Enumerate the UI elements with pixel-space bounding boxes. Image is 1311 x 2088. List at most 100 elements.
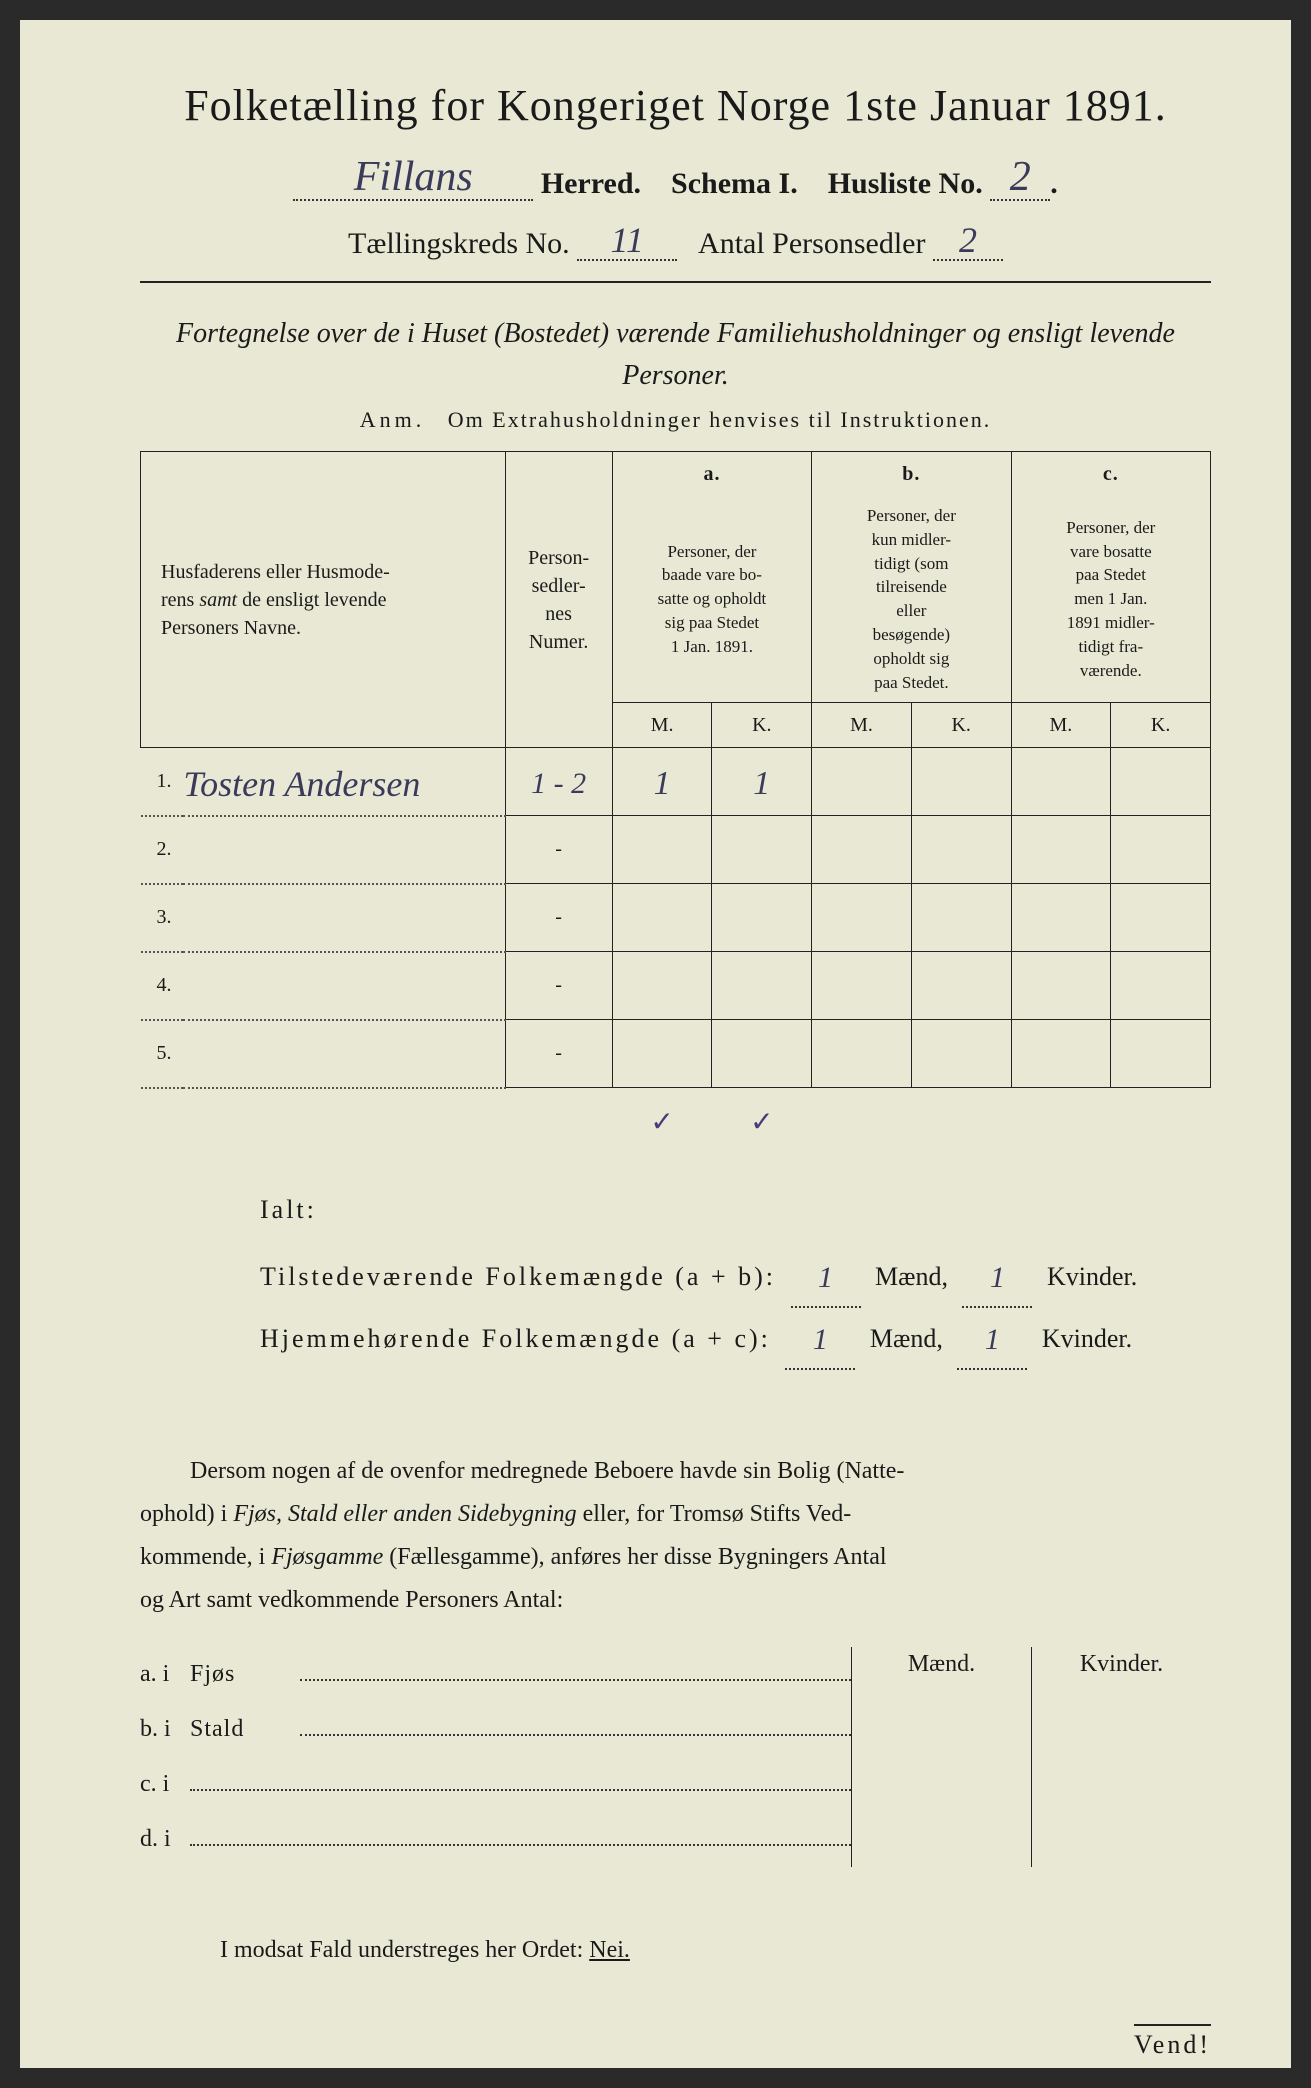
page-title: Folketælling for Kongeriget Norge 1ste J… (140, 80, 1211, 131)
husliste-label: Husliste No. (828, 167, 983, 200)
table-row: 4. - (141, 952, 1211, 1020)
col-a-k: K. (712, 703, 812, 748)
check-a-k: ✓ (712, 1088, 812, 1156)
summary-label-2: Hjemmehørende Folkemængde (a + c): (260, 1324, 771, 1353)
summary-2-k: 1 (985, 1323, 1000, 1356)
buildings-left: a. i Fjøs b. i Stald c. i d. i (140, 1647, 851, 1868)
col-header-c-text: Personer, dervare bosattepaa Stedetmen 1… (1011, 496, 1210, 703)
annotation-line: Anm. Om Extrahusholdninger henvises til … (140, 407, 1211, 433)
building-row: a. i Fjøs (140, 1647, 851, 1702)
cell-b-k (911, 1020, 1011, 1088)
header-line-2: Tællingskreds No. 11 Antal Personsedler … (140, 217, 1211, 261)
table-body: 1. Tosten Andersen 1 - 2 1 1 2. - 3. (141, 748, 1211, 1156)
cell-c-m (1011, 748, 1111, 816)
cell-num: - (505, 884, 612, 952)
cell-num: - (505, 952, 612, 1020)
cell-c-m (1011, 952, 1111, 1020)
col-header-a-key: a. (612, 452, 811, 497)
cell-a-m (612, 884, 712, 952)
cell-b-k (911, 748, 1011, 816)
building-row: c. i (140, 1757, 851, 1812)
col-header-a-text: Personer, derbaade vare bo-satte og opho… (612, 496, 811, 703)
building-dots (300, 1677, 851, 1681)
cell-c-k (1111, 1020, 1211, 1088)
maend-label-2: Mænd, (870, 1324, 943, 1353)
cell-a-m: 1 (612, 748, 712, 816)
row-number: 4. (141, 952, 184, 1020)
anm-prefix: Anm. (360, 407, 426, 432)
row-name (183, 1020, 505, 1088)
schema-label: Schema I. (671, 167, 798, 200)
col-b-k: K. (911, 703, 1011, 748)
buildings-right: Mænd. Kvinder. (851, 1647, 1211, 1868)
building-key: a. i (140, 1647, 190, 1702)
summary-line-2: Hjemmehørende Folkemængde (a + c): 1 Mæn… (260, 1308, 1211, 1370)
header-line-1: Fillans Herred. Schema I. Husliste No. 2… (140, 151, 1211, 201)
vend-label: Vend! (1134, 2024, 1211, 2060)
row-name (183, 816, 505, 884)
cell-c-m (1011, 816, 1111, 884)
kvinder-label: Kvinder. (1047, 1262, 1137, 1291)
summary-line-1: Tilstedeværende Folkemængde (a + b): 1 M… (260, 1246, 1211, 1308)
col-header-c-key: c. (1011, 452, 1210, 497)
cell-b-k (911, 816, 1011, 884)
row-name (183, 884, 505, 952)
table-check-row: ✓ ✓ (141, 1088, 1211, 1156)
cell-b-k (911, 952, 1011, 1020)
building-dots (300, 1732, 851, 1736)
buildings-kvinder-col: Kvinder. (1032, 1647, 1211, 1868)
ialt-label: Ialt: (260, 1195, 317, 1224)
cell-a-k (712, 952, 812, 1020)
cell-c-m (1011, 884, 1111, 952)
cell-c-k (1111, 884, 1211, 952)
herred-value: Fillans (354, 154, 473, 200)
cell-a-k (712, 816, 812, 884)
cell-b-m (812, 816, 912, 884)
cell-a-m (612, 1020, 712, 1088)
table-row: 2. - (141, 816, 1211, 884)
kreds-value: 11 (611, 220, 644, 260)
building-dots (190, 1842, 851, 1846)
antal-value: 2 (959, 220, 977, 260)
row-number: 1. (141, 748, 184, 816)
building-key: b. i (140, 1702, 190, 1757)
table-row: 5. - (141, 1020, 1211, 1088)
summary-2-m: 1 (813, 1323, 828, 1356)
buildings-section: a. i Fjøs b. i Stald c. i d. i Mænd. Kvi… (140, 1647, 1211, 1868)
cell-a-k (712, 1020, 812, 1088)
summary-label-1: Tilstedeværende Folkemængde (a + b): (260, 1262, 776, 1291)
maend-label: Mænd, (875, 1262, 948, 1291)
divider-1 (140, 281, 1211, 283)
herred-label: Herred. (541, 167, 641, 200)
cell-num: - (505, 816, 612, 884)
cell-a-k: 1 (712, 748, 812, 816)
row-name (183, 952, 505, 1020)
row-name: Tosten Andersen (183, 748, 505, 816)
final-text: I modsat Fald understreges her Ordet: (220, 1937, 583, 1963)
row-number: 3. (141, 884, 184, 952)
cell-c-m (1011, 1020, 1111, 1088)
summary-block: Ialt: Tilstedeværende Folkemængde (a + b… (260, 1184, 1211, 1370)
cell-a-m (612, 816, 712, 884)
col-header-b-text: Personer, derkun midler-tidigt (somtilre… (812, 496, 1011, 703)
col-a-m: M. (612, 703, 712, 748)
cell-b-m (812, 952, 912, 1020)
col-c-m: M. (1011, 703, 1111, 748)
census-form-page: Folketælling for Kongeriget Norge 1ste J… (20, 20, 1291, 2068)
subtitle: Fortegnelse over de i Huset (Bostedet) v… (140, 313, 1211, 397)
col-header-name: Husfaderens eller Husmode-rens samt de e… (141, 452, 506, 748)
building-dots (190, 1787, 851, 1791)
building-key: c. i (140, 1757, 190, 1812)
cell-b-m (812, 884, 912, 952)
cell-num: - (505, 1020, 612, 1088)
buildings-maend-col: Mænd. (852, 1647, 1032, 1868)
instruction-paragraph: Dersom nogen af de ovenfor medregnede Be… (140, 1450, 1211, 1623)
building-row: d. i (140, 1812, 851, 1867)
cell-b-m (812, 1020, 912, 1088)
building-type: Stald (190, 1702, 300, 1757)
antal-label: Antal Personsedler (698, 227, 925, 260)
table-row: 3. - (141, 884, 1211, 952)
cell-num: 1 - 2 (505, 748, 612, 816)
husliste-value: 2 (1010, 154, 1031, 200)
col-header-number: Person-sedler-nesNumer. (505, 452, 612, 748)
